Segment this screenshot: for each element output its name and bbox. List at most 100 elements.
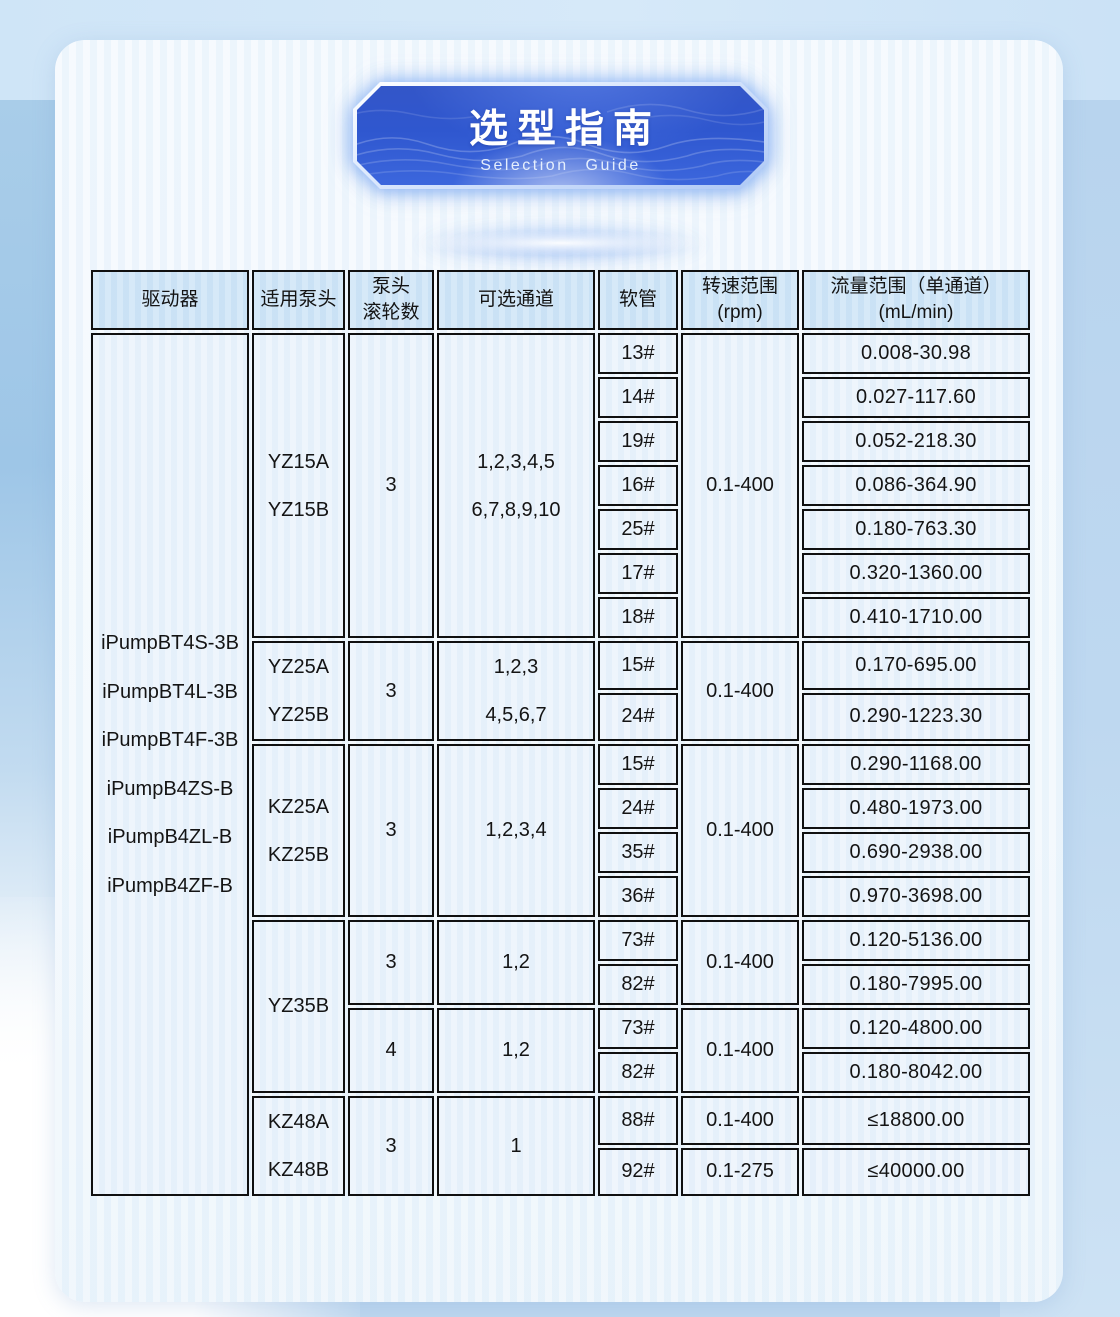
table-row: 4 1,2 73# 0.1-400 0.120-4800.00 (91, 1008, 1030, 1093)
tube-cell: 17# (598, 553, 678, 594)
table-row: 24# 0.290-1223.30 (91, 692, 1030, 741)
flow-cell: 0.170-695.00 (802, 641, 1030, 690)
flow-cell: 0.970-3698.00 (802, 876, 1030, 917)
pump-head-model: YZ25B (267, 704, 330, 726)
channels-cell: 1 (437, 1096, 595, 1196)
pump-head-model: YZ25A (267, 656, 330, 678)
speed-cell: 0.1-400 (681, 641, 799, 741)
table-row: 25# 0.180-763.30 (91, 509, 1030, 550)
rollers-cell: 3 (348, 1096, 434, 1196)
table-row: KZ48A KZ48B 3 1 88# 0.1-400 ≤18800.00 (91, 1096, 1030, 1196)
selection-guide-table: 驱动器 适用泵头 泵头 滚轮数 可选通道 软管 转速范围 (rpm) 流量范围（… (88, 267, 1033, 1199)
flow-cell: ≤18800.00 (802, 1096, 1030, 1145)
header-speed-line2: (rpm) (717, 302, 763, 323)
header-channels: 可选通道 (437, 270, 595, 330)
speed-cell: 0.1-400 (681, 333, 799, 638)
table-row: 14# 0.027-117.60 (91, 377, 1030, 418)
tube-cell: 82# (598, 964, 678, 1005)
tube-cell: 15# (598, 641, 678, 690)
banner-title: 选型指南 (468, 108, 661, 151)
pump-head-cell: YZ35B (252, 920, 345, 1093)
table-row: 82# 0.180-7995.00 (91, 964, 1030, 1005)
speed-cell: 0.1-275 (681, 1147, 799, 1196)
driver-models-cell: iPumpBT4S-3B iPumpBT4L-3B iPumpBT4F-3B i… (91, 333, 249, 1196)
rollers-cell: 3 (348, 744, 434, 917)
header-tubing-label: 软管 (618, 289, 657, 310)
tube-cell: 25# (598, 509, 678, 550)
header-channels-label: 可选通道 (477, 289, 554, 310)
rollers-cell: 4 (348, 1008, 434, 1093)
header-speed: 转速范围 (rpm) (681, 270, 799, 330)
pump-head-model: YZ15A (267, 450, 330, 473)
flow-cell: 0.410-1710.00 (802, 597, 1030, 638)
speed-cell: 0.1-400 (681, 920, 799, 1005)
header-rollers-line2: 滚轮数 (362, 302, 420, 323)
table-row: YZ25A YZ25B 3 1,2,3 4,5,6,7 15# 0.1-400 … (91, 641, 1030, 741)
flow-cell: 0.320-1360.00 (802, 553, 1030, 594)
flow-cell: 0.086-364.90 (802, 465, 1030, 506)
tube-cell: 15# (598, 744, 678, 785)
pump-head-model: KZ25B (267, 843, 330, 866)
table-row: 24# 0.480-1973.00 (91, 788, 1030, 829)
speed-cell: 0.1-400 (681, 1008, 799, 1093)
channels-line: 4,5,6,7 (485, 704, 547, 726)
tube-cell: 73# (598, 920, 678, 961)
rollers-cell: 3 (348, 333, 434, 638)
tube-cell: 16# (598, 465, 678, 506)
pump-head-cell: YZ25A YZ25B (252, 641, 345, 741)
tube-cell: 19# (598, 421, 678, 462)
channels-cell: 1,2 (437, 920, 595, 1005)
header-rollers-line1: 泵头 (371, 276, 410, 297)
pump-head-model: KZ48B (267, 1159, 330, 1181)
table-row: 82# 0.180-8042.00 (91, 1052, 1030, 1093)
header-flow-line1: 流量范围（单通道） (830, 276, 1002, 297)
table-row: KZ25A KZ25B 3 1,2,3,4 15# 0.1-400 0.290-… (91, 744, 1030, 917)
driver-model: iPumpB4ZS-B (106, 777, 234, 800)
driver-model: iPumpBT4F-3B (101, 729, 239, 751)
flow-cell: 0.027-117.60 (802, 377, 1030, 418)
flow-cell: 0.008-30.98 (802, 333, 1030, 374)
flow-cell: 0.052-218.30 (802, 421, 1030, 462)
header-rollers: 泵头 滚轮数 (348, 270, 434, 330)
channels-cell: 1,2,3 4,5,6,7 (437, 641, 595, 741)
header-flow: 流量范围（单通道） (mL/min) (802, 270, 1030, 330)
title-banner: 选型指南 Selection Guide (353, 82, 768, 256)
header-tubing: 软管 (598, 270, 678, 330)
flow-cell: 0.690-2938.00 (802, 832, 1030, 873)
channels-line: 1,2,3 (493, 656, 539, 678)
tube-cell: 73# (598, 1008, 678, 1049)
table-row: 36# 0.970-3698.00 (91, 876, 1030, 917)
flow-cell: 0.290-1223.30 (802, 692, 1030, 741)
table-row: iPumpBT4S-3B iPumpBT4L-3B iPumpBT4F-3B i… (91, 333, 1030, 1196)
content-card: 选型指南 Selection Guide 驱动器 适用泵头 泵头 滚轮数 可选通… (55, 40, 1063, 1302)
header-row: 驱动器 适用泵头 泵头 滚轮数 可选通道 软管 转速范围 (rpm) 流量范围（… (91, 270, 1030, 330)
driver-model: iPumpB4ZF-B (107, 874, 233, 897)
header-speed-line1: 转速范围 (701, 276, 778, 297)
pump-head-cell: YZ15A YZ15B (252, 333, 345, 638)
flow-cell: 0.180-7995.00 (802, 964, 1030, 1005)
flow-cell: 0.180-8042.00 (802, 1052, 1030, 1093)
header-pump-head-label: 适用泵头 (260, 289, 337, 310)
driver-model: iPumpBT4S-3B (101, 632, 239, 654)
pump-head-model: KZ25A (267, 795, 330, 818)
channels-cell: 1,2,3,4,5 6,7,8,9,10 (437, 333, 595, 638)
rollers-cell: 3 (348, 920, 434, 1005)
tube-cell: 88# (598, 1096, 678, 1145)
channels-cell: 1,2,3,4 (437, 744, 595, 917)
flow-cell: 0.290-1168.00 (802, 744, 1030, 785)
header-driver: 驱动器 (91, 270, 249, 330)
pump-head-model: YZ15B (267, 498, 330, 521)
tube-cell: 82# (598, 1052, 678, 1093)
banner-glow (410, 230, 711, 256)
flow-cell: 0.480-1973.00 (802, 788, 1030, 829)
table-row: 16# 0.086-364.90 (91, 465, 1030, 506)
table-row: 18# 0.410-1710.00 (91, 597, 1030, 638)
flow-cell: ≤40000.00 (802, 1147, 1030, 1196)
tube-cell: 13# (598, 333, 678, 374)
wave-decoration-icon (357, 86, 764, 185)
tube-cell: 92# (598, 1147, 678, 1196)
flow-cell: 0.120-4800.00 (802, 1008, 1030, 1049)
pump-head-cell: KZ25A KZ25B (252, 744, 345, 917)
table-row: 35# 0.690-2938.00 (91, 832, 1030, 873)
tube-cell: 18# (598, 597, 678, 638)
